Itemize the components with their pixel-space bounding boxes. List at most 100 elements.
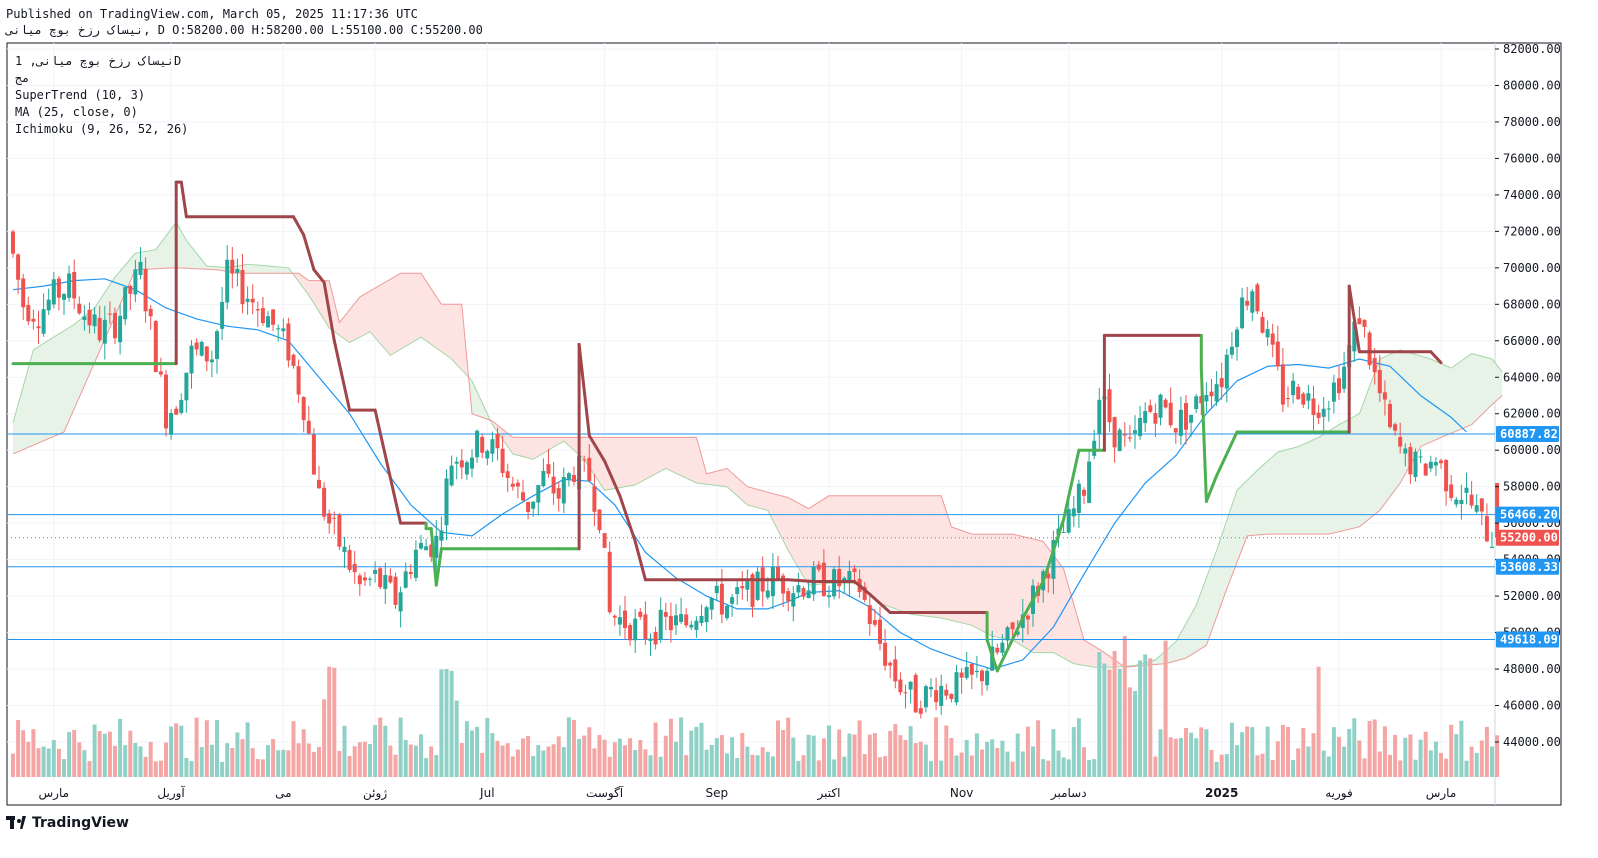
candle (1413, 448, 1418, 482)
candle (510, 476, 515, 491)
candle-body (429, 544, 434, 557)
cloud-segment (181, 231, 187, 269)
candle-body (893, 659, 898, 682)
candle (786, 587, 791, 612)
y-tick-label: 82000.00 (1503, 42, 1561, 56)
supertrend-segment (1347, 284, 1361, 354)
volume-bar (1382, 726, 1387, 777)
candle (296, 359, 301, 403)
candle-body (225, 259, 230, 303)
candle (1490, 531, 1494, 549)
candle (82, 305, 87, 331)
candle-body (1286, 398, 1290, 400)
candle-body (260, 308, 265, 323)
candle-body (1097, 399, 1102, 434)
cloud-segment (1369, 372, 1375, 519)
cloud-segment (640, 437, 646, 483)
candle (566, 471, 571, 487)
volume-bar (852, 734, 857, 777)
supertrend-segment (1215, 430, 1239, 478)
candle (929, 678, 933, 698)
candle-body (725, 605, 729, 619)
cloud-segment (23, 368, 29, 450)
candle (164, 369, 168, 437)
candle (1122, 422, 1127, 447)
cloud-segment (823, 495, 829, 584)
volume-bar (1433, 741, 1438, 777)
cloud-segment (1395, 349, 1401, 490)
cloud-segment (1349, 416, 1355, 530)
candle (1367, 330, 1372, 370)
volume-bar (699, 722, 704, 777)
candle-body (1214, 384, 1219, 402)
cloud-segment (319, 280, 325, 320)
candle-body (1209, 391, 1214, 397)
candle (1311, 385, 1316, 431)
volume-bar (811, 735, 816, 777)
candle (16, 253, 21, 295)
volume-bar (929, 761, 933, 777)
cloud-segment (359, 294, 365, 338)
volume-bar (648, 755, 653, 777)
volume-bar (1474, 752, 1479, 777)
y-tick-label: 46000.00 (1503, 699, 1561, 713)
candle (1087, 450, 1092, 504)
candle-body (1194, 396, 1199, 410)
candle (602, 532, 607, 549)
volume-bar (837, 729, 842, 777)
candle (480, 434, 485, 459)
level-label: 53608.33 (1496, 558, 1559, 575)
legend-ma[interactable]: MA (25, close, 0) (15, 105, 138, 119)
cloud-segment (1226, 505, 1232, 589)
candle (1260, 311, 1265, 334)
volume-bar (1082, 747, 1086, 777)
candle-body (689, 624, 694, 628)
cloud-segment (1446, 365, 1452, 436)
tradingview-logo-icon (6, 816, 28, 830)
candle (398, 586, 403, 628)
x-tick-label: Jul (479, 786, 494, 800)
y-tick-label: 78000.00 (1503, 115, 1561, 129)
volume-bar (271, 739, 276, 777)
candle-body (852, 568, 857, 572)
legend-ichimoku[interactable]: Ichimoku (9, 26, 52, 26) (15, 122, 189, 136)
candle (1025, 613, 1030, 635)
candle (306, 405, 311, 435)
candle-body (1357, 318, 1362, 325)
candle (1214, 371, 1219, 406)
candle (1316, 404, 1321, 424)
cloud-segment (987, 534, 993, 637)
tradingview-logo[interactable]: TradingView (6, 815, 129, 831)
volume-bar (1377, 751, 1382, 777)
candle (347, 544, 352, 573)
candle (1209, 378, 1214, 409)
candle-body (740, 586, 745, 589)
candle (862, 582, 867, 603)
candle (1066, 498, 1071, 534)
candle (791, 586, 796, 622)
candle (393, 572, 398, 609)
candle-body (974, 670, 979, 673)
volume-bar (189, 761, 194, 777)
candle-body (653, 631, 658, 645)
volume-bar (1357, 740, 1362, 777)
volume-bar (444, 669, 449, 777)
volume-bar (1097, 652, 1102, 777)
cloud-segment (869, 495, 875, 599)
candle (362, 571, 367, 586)
cloud-segment (1492, 359, 1498, 405)
volume-bar (796, 760, 801, 777)
candle-body (255, 309, 260, 311)
candle (587, 444, 592, 483)
cloud-segment (1497, 365, 1503, 401)
candle-body (1005, 627, 1010, 641)
cloud-segment (936, 495, 942, 618)
cloud-segment (1420, 355, 1426, 447)
candle-body (1153, 413, 1158, 424)
candle (954, 664, 959, 706)
candle (969, 662, 974, 690)
volume-bar (1469, 746, 1474, 777)
legend-supertrend[interactable]: SuperTrend (10, 3) (15, 88, 146, 102)
candle-body (572, 475, 576, 482)
